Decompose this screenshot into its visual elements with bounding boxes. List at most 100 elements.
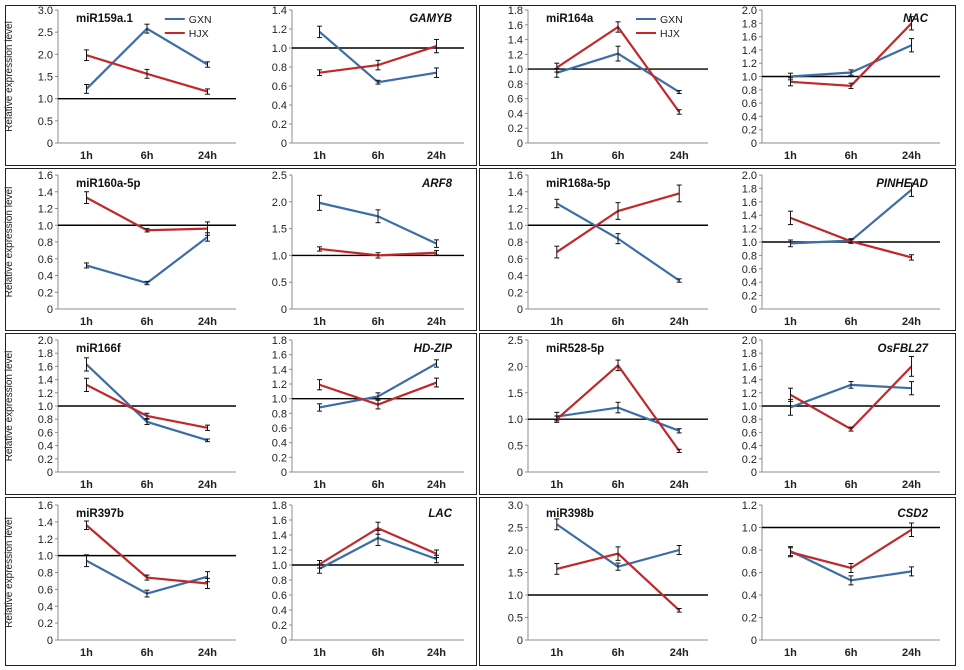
series-line-gxn bbox=[319, 201, 437, 245]
error-bar-hjx bbox=[848, 563, 854, 573]
y-tick-label: 0.8 bbox=[508, 237, 523, 249]
x-tick-label: 1h bbox=[550, 316, 563, 328]
x-tick-label: 1h bbox=[313, 316, 326, 328]
y-tick-label: 1.4 bbox=[38, 375, 53, 387]
chart-panel-7: 0 0.2 0.4 0.6 0.8 1.0 1.2 1.4 1.6 1h 6h 24h miR168a-… bbox=[508, 170, 708, 328]
y-tick-label: 1.0 bbox=[38, 401, 53, 413]
x-tick-label: 24h bbox=[902, 647, 921, 659]
y-tick-label: 0.8 bbox=[742, 85, 757, 97]
error-bar-hjx bbox=[787, 77, 793, 87]
chart-panel-12: 00.20.4 0.60.81.01.21.4 1.61.82.0 1h 6h 24h Os… bbox=[742, 335, 940, 491]
error-bar-hjx bbox=[317, 246, 323, 252]
y-tick-label: 0 bbox=[281, 304, 287, 316]
error-bar-hjx bbox=[317, 379, 323, 391]
y-tick-label: 0.2 bbox=[508, 287, 523, 299]
y-tick-label: 1.5 bbox=[508, 388, 523, 400]
y-tick-label: 1.8 bbox=[742, 18, 757, 30]
y-tick-label: 0.6 bbox=[742, 427, 757, 439]
y-tick-label: 0.6 bbox=[508, 94, 523, 106]
error-bar-gxn bbox=[909, 38, 915, 53]
y-tick-label: 1.2 bbox=[38, 388, 53, 400]
error-bar-hjx bbox=[205, 424, 211, 431]
legend-label-gxn: GXN bbox=[660, 14, 683, 26]
error-bar-hjx bbox=[375, 59, 381, 71]
error-bar-hjx bbox=[83, 520, 89, 530]
y-tick-label: 0.4 bbox=[38, 441, 53, 453]
y-tick-label: 1.6 bbox=[38, 361, 53, 373]
y-tick-label: 0 bbox=[281, 635, 287, 647]
chart-title: miR166f bbox=[76, 343, 121, 355]
error-bar-gxn bbox=[83, 554, 89, 568]
y-tick-label: 0.2 bbox=[272, 452, 287, 464]
y-axis-label: Relative expression level bbox=[4, 21, 15, 132]
error-bar-gxn bbox=[433, 67, 439, 78]
panel-frame bbox=[5, 497, 477, 666]
x-tick-label: 6h bbox=[612, 316, 625, 328]
error-bar-hjx bbox=[83, 49, 89, 62]
y-tick-label: 0.4 bbox=[742, 590, 757, 602]
y-tick-label: 0.5 bbox=[508, 613, 523, 625]
x-tick-label: 24h bbox=[670, 479, 689, 491]
error-bar-hjx bbox=[205, 577, 211, 590]
y-tick-label: 0.6 bbox=[742, 264, 757, 276]
chart-panel-4: 00.2 0.40.60.81.0 1.21.41.6 1.82.0 1h 6h 24h NA… bbox=[742, 5, 940, 162]
chart-title: OsFBL27 bbox=[878, 343, 929, 355]
panel-frames bbox=[5, 5, 956, 666]
x-tick-label: 24h bbox=[902, 479, 921, 491]
y-tick-label: 2.5 bbox=[272, 170, 287, 182]
error-bar-hjx bbox=[676, 608, 682, 613]
chart-panel-16: 0 0.2 0.4 0.6 0.8 1.0 1.2 1h 6h 24h CSD2 bbox=[742, 500, 940, 659]
x-tick-label: 24h bbox=[902, 316, 921, 328]
x-tick-label: 6h bbox=[372, 316, 385, 328]
error-bar-gxn bbox=[909, 566, 915, 577]
y-tick-label: 1.0 bbox=[508, 590, 523, 602]
y-tick-label: 1.5 bbox=[272, 224, 287, 236]
chart-title: GAMYB bbox=[409, 13, 452, 25]
error-bar-hjx bbox=[433, 250, 439, 256]
y-tick-label: 0 bbox=[751, 635, 757, 647]
error-bar-hjx bbox=[615, 359, 621, 372]
error-bar-gxn bbox=[909, 381, 915, 396]
error-bar-gxn bbox=[433, 359, 439, 368]
error-bar-gxn bbox=[317, 403, 323, 412]
y-tick-label: 0.6 bbox=[272, 590, 287, 602]
error-bar-hjx bbox=[317, 560, 323, 569]
y-tick-label: 0.4 bbox=[508, 108, 523, 120]
x-tick-label: 24h bbox=[670, 316, 689, 328]
x-tick-label: 6h bbox=[141, 647, 154, 659]
y-tick-label: 0.4 bbox=[38, 601, 53, 613]
y-tick-label: 1.0 bbox=[272, 43, 287, 55]
y-tick-label: 1.2 bbox=[508, 49, 523, 61]
x-tick-label: 1h bbox=[550, 647, 563, 659]
y-tick-label: 1.4 bbox=[272, 530, 287, 542]
chart-panel-10: 0 0.2 0.4 0.6 0.8 1.0 1.2 1.4 1.6 1.8 1h 6h 24h HD-ZI… bbox=[272, 335, 464, 491]
y-tick-label: 0.8 bbox=[508, 79, 523, 91]
y-tick-label: 0.2 bbox=[38, 287, 53, 299]
error-bar-hjx bbox=[375, 252, 381, 259]
error-bar-hjx bbox=[144, 412, 150, 420]
y-tick-label: 0.6 bbox=[272, 423, 287, 435]
y-tick-label: 2.0 bbox=[742, 170, 757, 182]
error-bar-gxn bbox=[83, 83, 89, 94]
chart-panel-3: 0 0.2 0.4 0.6 0.8 1.0 1.2 1.4 1.6 1.8 1h 6h 24h miR16… bbox=[508, 5, 708, 162]
legend: GXN HJX bbox=[164, 14, 212, 40]
y-tick-label: 0 bbox=[517, 138, 523, 150]
error-bar-gxn bbox=[83, 262, 89, 269]
y-tick-label: 1.2 bbox=[272, 545, 287, 557]
y-tick-label: 0.8 bbox=[742, 250, 757, 262]
y-tick-label: 1.8 bbox=[508, 5, 523, 17]
y-tick-label: 0.2 bbox=[742, 291, 757, 303]
y-tick-label: 0.6 bbox=[38, 427, 53, 439]
y-tick-label: 1.4 bbox=[742, 45, 757, 57]
y-tick-label: 1.0 bbox=[742, 237, 757, 249]
error-bar-hjx bbox=[375, 521, 381, 535]
error-bar-hjx bbox=[848, 238, 854, 244]
y-tick-label: 0 bbox=[751, 138, 757, 150]
y-tick-label: 1.5 bbox=[38, 72, 53, 84]
error-bar-hjx bbox=[909, 254, 915, 261]
error-bar-hjx bbox=[787, 387, 793, 402]
y-tick-label: 0.6 bbox=[272, 81, 287, 93]
error-bar-gxn bbox=[317, 25, 323, 39]
y-tick-label: 1.6 bbox=[742, 32, 757, 44]
panel-frame bbox=[479, 5, 956, 166]
